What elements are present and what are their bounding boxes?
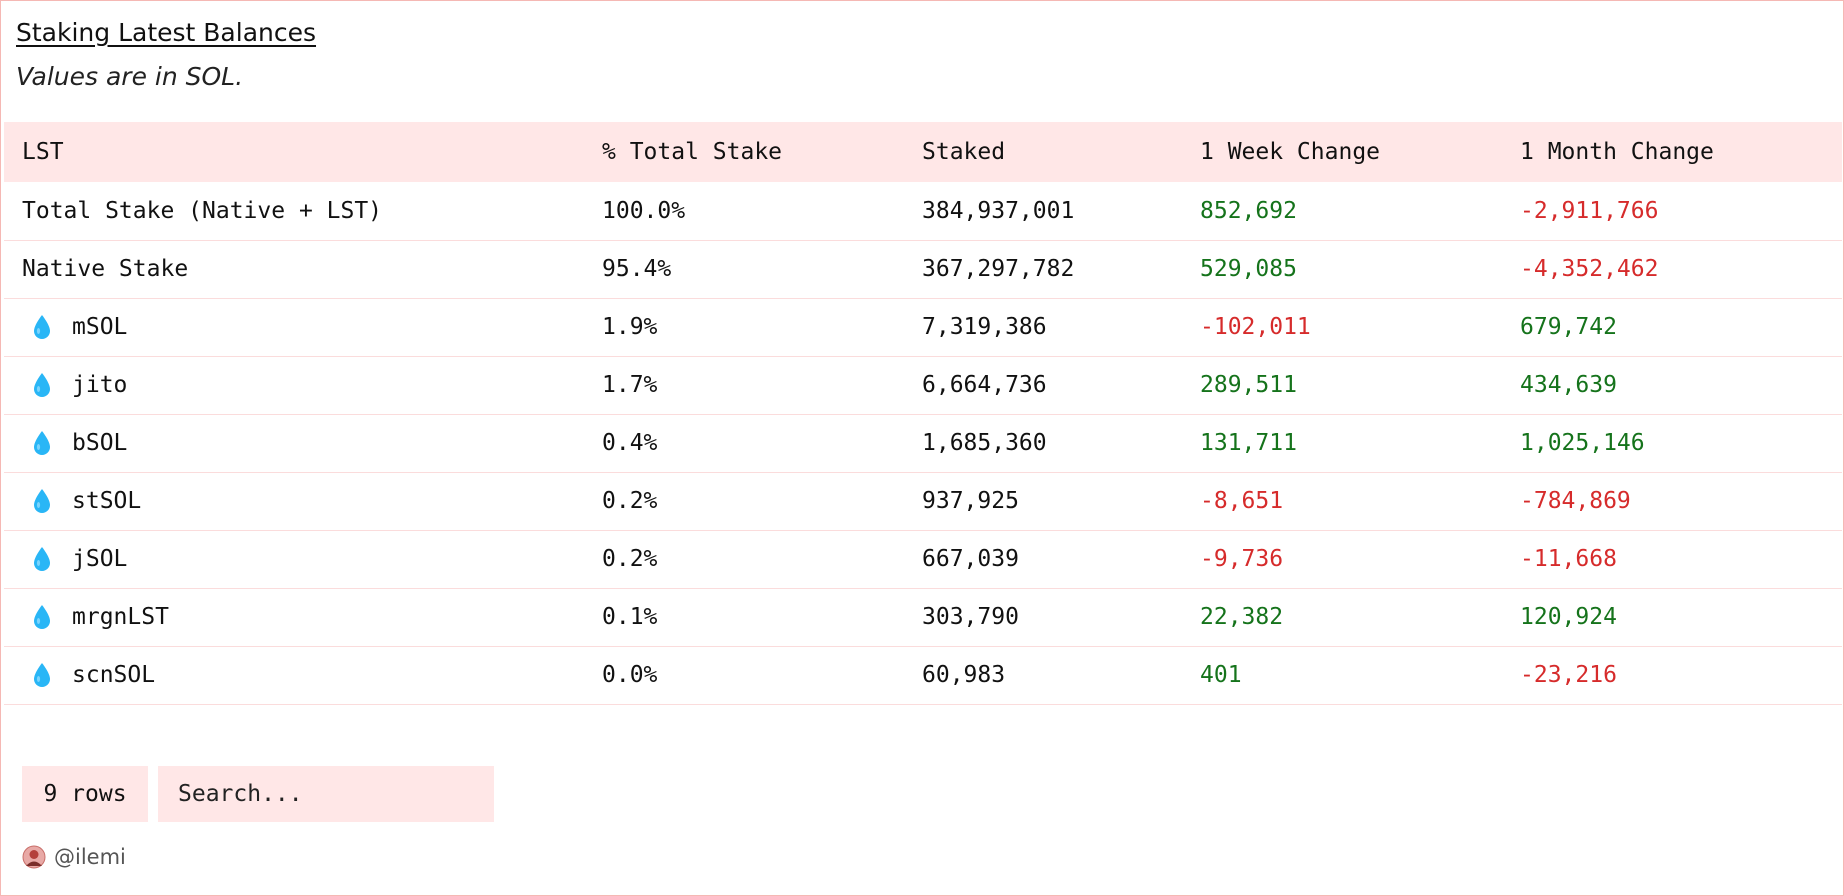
lst-name: jito [72,372,128,398]
cell-lst: scnSOL [4,646,602,704]
column-header-pct-total-stake[interactable]: % Total Stake [602,139,783,165]
cell-month-change: -4,352,462 [1520,256,1659,282]
cell-lst: jito [4,356,602,414]
column-header-month-change[interactable]: 1 Month Change [1520,139,1714,165]
cell-month-change: 679,742 [1520,314,1617,340]
droplet-icon [32,662,52,688]
cell-pct-total-stake: 0.2% [602,488,658,514]
droplet-icon [32,604,52,630]
cell-lst: stSOL [4,472,602,530]
table-row[interactable]: jSOL 0.2% 667,039 -9,736 -11,668 [4,530,1842,588]
rows-count-button[interactable]: 9 rows [22,766,148,822]
cell-week-change: 852,692 [1200,197,1297,224]
table-row[interactable]: bSOL 0.4% 1,685,360 131,711 1,025,146 [4,414,1842,472]
lst-name: Native Stake [22,256,189,282]
table-row[interactable]: Native Stake 95.4% 367,297,782 529,085 -4,35… [4,240,1842,298]
cell-week-change: -102,011 [1200,314,1311,340]
cell-lst: mSOL [4,298,602,356]
lst-name: mrgnLST [72,604,169,630]
search-input[interactable] [158,766,494,822]
cell-staked: 1,685,360 [922,430,1047,456]
cell-staked: 937,925 [922,488,1019,514]
cell-staked: 6,664,736 [922,372,1047,398]
author-link[interactable]: @ilemi [22,845,126,869]
balances-table: LST % Total Stake Staked 1 Week Change 1… [4,122,1842,705]
cell-staked: 367,297,782 [922,256,1075,282]
cell-staked: 667,039 [922,546,1019,572]
cell-lst: Native Stake [4,240,602,298]
cell-pct-total-stake: 0.0% [602,662,658,688]
cell-week-change: -8,651 [1200,488,1284,514]
table-row[interactable]: mrgnLST 0.1% 303,790 22,382 120,924 [4,588,1842,646]
cell-month-change: 120,924 [1520,604,1617,630]
table-row[interactable]: Total Stake (Native + LST) 100.0% 384,937,… [4,182,1842,240]
lst-name: stSOL [72,488,142,514]
droplet-icon [32,372,52,398]
column-header-lst[interactable]: LST [22,139,64,165]
droplet-icon [32,314,52,340]
cell-week-change: 22,382 [1200,604,1284,630]
table-row[interactable]: scnSOL 0.0% 60,983 401 -23,216 [4,646,1842,704]
cell-month-change: 434,639 [1520,372,1617,398]
cell-lst: mrgnLST [4,588,602,646]
table-body: Total Stake (Native + LST) 100.0% 384,937,… [4,182,1842,704]
cell-week-change: 131,711 [1200,430,1297,456]
cell-month-change: -2,911,766 [1520,197,1659,224]
column-header-week-change[interactable]: 1 Week Change [1200,139,1381,165]
author-handle: @ilemi [54,845,126,869]
cell-week-change: 529,085 [1200,256,1297,282]
cell-lst: jSOL [4,530,602,588]
cell-lst: Total Stake (Native + LST) [4,182,602,240]
cell-pct-total-stake: 100.0% [602,197,686,224]
table-row[interactable]: stSOL 0.2% 937,925 -8,651 -784,869 [4,472,1842,530]
cell-pct-total-stake: 1.9% [602,314,658,340]
cell-week-change: 289,511 [1200,372,1297,398]
cell-pct-total-stake: 1.7% [602,372,658,398]
cell-month-change: -23,216 [1520,662,1617,688]
cell-staked: 303,790 [922,604,1019,630]
table-header-row: LST % Total Stake Staked 1 Week Change 1… [4,122,1842,182]
cell-staked: 60,983 [922,662,1006,688]
column-header-staked[interactable]: Staked [922,139,1006,165]
cell-week-change: -9,736 [1200,546,1284,572]
lst-name: Total Stake (Native + LST) [22,197,383,224]
cell-month-change: -11,668 [1520,546,1617,572]
lst-name: scnSOL [72,662,156,688]
lst-name: mSOL [72,314,128,340]
droplet-icon [32,430,52,456]
widget-subtitle: Values are in SOL. [16,62,244,91]
cell-staked: 7,319,386 [922,314,1047,340]
cell-pct-total-stake: 0.2% [602,546,658,572]
droplet-icon [32,488,52,514]
table-controls: 9 rows [22,766,494,822]
cell-week-change: 401 [1200,662,1242,688]
cell-month-change: -784,869 [1520,488,1631,514]
widget-title[interactable]: Staking Latest Balances [16,18,317,47]
lst-name: bSOL [72,430,128,456]
cell-pct-total-stake: 0.4% [602,430,658,456]
avatar [22,845,46,869]
cell-lst: bSOL [4,414,602,472]
cell-month-change: 1,025,146 [1520,430,1645,456]
table-row[interactable]: mSOL 1.9% 7,319,386 -102,011 679,742 [4,298,1842,356]
lst-name: jSOL [72,546,128,572]
cell-staked: 384,937,001 [922,197,1075,224]
table-row[interactable]: jito 1.7% 6,664,736 289,511 434,639 [4,356,1842,414]
droplet-icon [32,546,52,572]
cell-pct-total-stake: 95.4% [602,256,672,282]
cell-pct-total-stake: 0.1% [602,604,658,630]
